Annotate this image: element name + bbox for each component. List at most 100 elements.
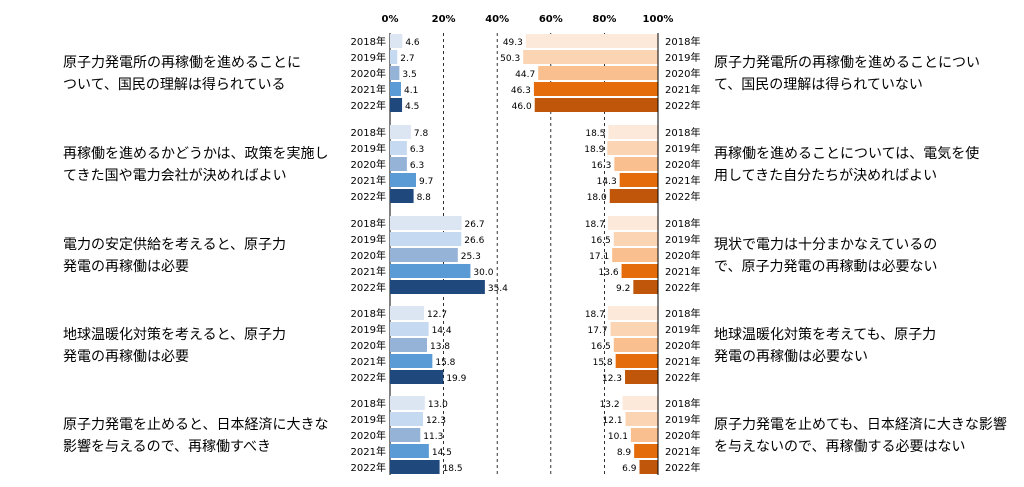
right-value-label: 18.7: [585, 220, 605, 230]
left-statement-line: 原子力発電所の再稼働を進めることに: [63, 55, 301, 71]
year-label-left: 2018年: [351, 35, 386, 48]
year-label-right: 2021年: [665, 83, 700, 96]
axis-ticks: 0% 20% 40% 60% 80% 100%: [382, 14, 674, 25]
year-label-right: 2021年: [665, 265, 700, 278]
right-bar: [613, 338, 658, 352]
left-statement-line: 原子力発電を止めると、日本経済に大きな: [63, 417, 328, 433]
right-value-label: 50.3: [500, 54, 520, 64]
right-bar: [634, 444, 658, 458]
year-label-left: 2021年: [351, 445, 386, 458]
year-label-right: 2020年: [665, 429, 700, 442]
right-value-label: 13.6: [599, 268, 619, 278]
right-bar: [610, 322, 658, 336]
right-value-label: 44.7: [515, 70, 535, 80]
year-label-right: 2022年: [665, 99, 700, 112]
year-label-left: 2018年: [351, 126, 386, 139]
year-label-right: 2022年: [665, 461, 700, 474]
right-value-label: 18.0: [587, 193, 607, 203]
right-value-label: 12.1: [603, 416, 623, 426]
year-label-left: 2019年: [351, 413, 386, 426]
right-value-label: 18.7: [585, 310, 605, 320]
left-bar: [390, 125, 411, 139]
left-bar: [390, 216, 462, 230]
right-value-label: 14.3: [597, 177, 617, 187]
left-bar: [390, 141, 407, 155]
right-value-label: 46.0: [512, 102, 532, 112]
left-value-label: 26.7: [465, 220, 485, 230]
year-label-right: 2022年: [665, 281, 700, 294]
right-bar: [614, 157, 658, 171]
year-label-left: 2018年: [351, 307, 386, 320]
left-statement-line: 発電の再稼働は必要: [63, 349, 189, 365]
year-label-left: 2020年: [351, 339, 386, 352]
year-label-left: 2020年: [351, 158, 386, 171]
year-label-left: 2020年: [351, 429, 386, 442]
left-statement-line: 電力の安定供給を考えると、原子力: [63, 237, 286, 253]
left-statement-line: 発電の再稼働は必要: [63, 259, 189, 275]
right-bar: [633, 280, 658, 294]
year-label-right: 2018年: [665, 307, 700, 320]
left-value-label: 13.0: [428, 400, 448, 410]
left-bar: [390, 82, 401, 96]
right-value-label: 12.3: [602, 374, 622, 384]
right-statement-line: で、原子力発電の再稼動は必要ない: [714, 259, 937, 275]
right-value-label: 17.1: [589, 252, 609, 262]
left-value-label: 19.9: [446, 374, 466, 384]
left-bar: [390, 50, 398, 64]
right-bar: [619, 173, 658, 187]
left-value-label: 4.1: [404, 86, 418, 96]
right-statement-line: 原子力発電所の再稼働を進めることについ: [714, 55, 980, 71]
left-value-label: 15.8: [435, 358, 455, 368]
right-bar: [607, 141, 658, 155]
left-bar: [390, 354, 433, 368]
year-label-right: 2020年: [665, 249, 700, 262]
tick-label: 0%: [382, 14, 399, 25]
left-bar: [390, 173, 416, 187]
right-statement-line: 発電の再稼働は必要ない: [714, 349, 868, 365]
right-bar: [615, 354, 658, 368]
left-bar: [390, 322, 429, 336]
left-value-label: 12.3: [426, 416, 446, 426]
year-label-left: 2019年: [351, 323, 386, 336]
left-value-label: 3.5: [402, 70, 416, 80]
right-value-label: 10.1: [608, 432, 628, 442]
left-value-label: 8.8: [417, 193, 432, 203]
right-statement-line: 地球温暖化対策を考えても、原子力: [714, 326, 936, 343]
year-label-right: 2018年: [665, 217, 700, 230]
year-label-right: 2018年: [665, 35, 700, 48]
left-statement-line: 再稼働を進めるかどうかは、政策を実施し: [63, 145, 328, 162]
year-label-right: 2021年: [665, 445, 700, 458]
left-value-label: 6.3: [410, 161, 424, 171]
left-value-label: 18.5: [443, 464, 463, 474]
right-value-label: 13.2: [600, 400, 620, 410]
year-label-right: 2019年: [665, 413, 700, 426]
right-bar: [538, 66, 658, 80]
year-label-left: 2021年: [351, 174, 386, 187]
year-label-right: 2018年: [665, 397, 700, 410]
left-bar: [390, 34, 403, 48]
right-bar: [622, 396, 658, 410]
right-bar: [607, 216, 658, 230]
left-value-label: 35.4: [488, 284, 508, 294]
year-label-right: 2021年: [665, 355, 700, 368]
year-label-right: 2019年: [665, 142, 700, 155]
left-bar: [390, 98, 403, 112]
left-value-label: 4.5: [405, 102, 419, 112]
right-bar: [625, 370, 658, 384]
year-label-left: 2022年: [351, 190, 386, 203]
left-bar: [390, 157, 407, 171]
right-value-label: 16.5: [591, 342, 611, 352]
year-label-right: 2020年: [665, 158, 700, 171]
left-bar: [390, 338, 427, 352]
left-value-label: 9.7: [419, 177, 433, 187]
year-label-left: 2022年: [351, 281, 386, 294]
tick-label: 60%: [539, 14, 563, 25]
left-bar: [390, 412, 423, 426]
left-value-label: 26.6: [464, 236, 484, 246]
right-value-label: 8.9: [617, 448, 632, 458]
year-label-right: 2021年: [665, 174, 700, 187]
right-value-label: 18.9: [584, 145, 604, 155]
right-bar: [607, 306, 658, 320]
